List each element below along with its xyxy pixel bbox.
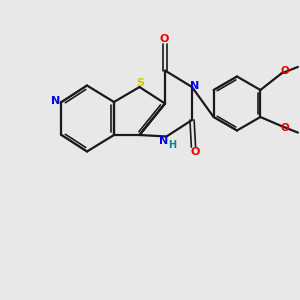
Text: N: N (159, 136, 168, 146)
Text: O: O (280, 66, 289, 76)
Text: H: H (168, 140, 176, 150)
Text: O: O (280, 123, 289, 134)
Text: O: O (190, 147, 200, 158)
Text: O: O (160, 34, 169, 44)
Text: N: N (51, 95, 60, 106)
Text: S: S (136, 77, 144, 88)
Text: N: N (190, 80, 199, 91)
